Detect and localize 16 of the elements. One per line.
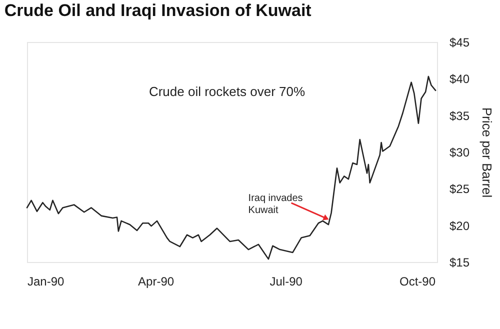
line-series bbox=[26, 76, 436, 260]
y-tick-label: $25 bbox=[450, 182, 470, 196]
y-axis-title: Price per Barrel bbox=[480, 107, 495, 198]
x-tick-label: Jan-90 bbox=[28, 274, 65, 288]
annotation: Crude oil rockets over 70% bbox=[148, 84, 306, 99]
x-tick-label: Oct-90 bbox=[399, 274, 436, 288]
y-tick-label: $30 bbox=[450, 146, 470, 160]
y-tick-label: $20 bbox=[450, 218, 470, 233]
x-tick-label: Apr-90 bbox=[138, 274, 174, 288]
y-tick-label: $35 bbox=[450, 108, 470, 123]
chart-title: Crude Oil and Iraqi Invasion of Kuwait bbox=[4, 1, 312, 20]
x-tick-label: Jul-90 bbox=[270, 274, 303, 288]
y-tick-label: $15 bbox=[450, 256, 470, 270]
y-tick-label: $40 bbox=[450, 72, 470, 86]
y-tick-label: $45 bbox=[450, 36, 470, 50]
annotation: Iraq invades Kuwait bbox=[248, 192, 303, 216]
